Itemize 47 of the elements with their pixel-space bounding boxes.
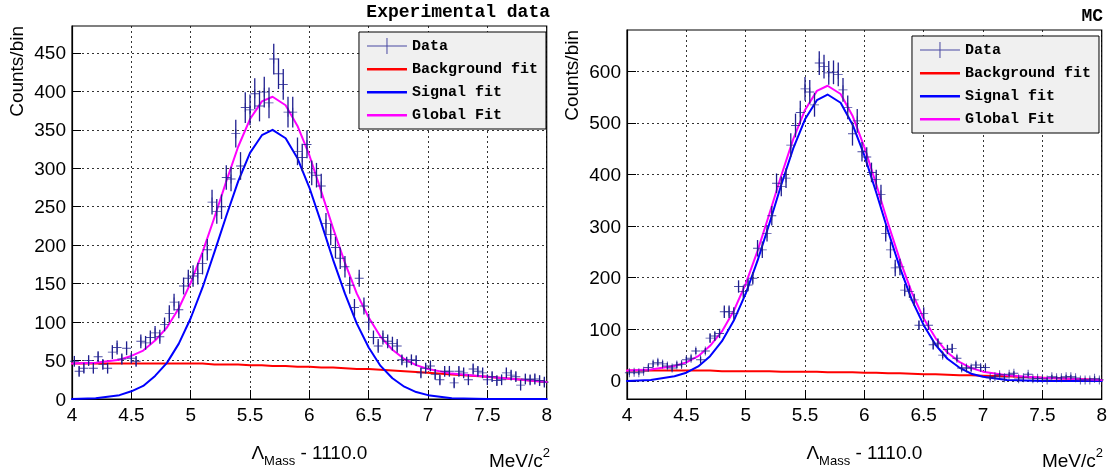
x-tick-label: 6.5 — [355, 404, 382, 425]
chart-title: Experimental data — [366, 2, 551, 22]
legend-label: Background fit — [411, 60, 539, 78]
x-tick-label: 6 — [859, 404, 870, 425]
y-tick-label: 400 — [34, 80, 66, 102]
legend-label: Background fit — [964, 64, 1092, 82]
y-tick-label: 600 — [589, 60, 621, 82]
x-tick-label: 4 — [66, 404, 78, 425]
y-tick-label: 0 — [610, 370, 621, 392]
y-tick-label: 100 — [589, 318, 621, 340]
legend-label: Signal fit — [964, 87, 1055, 105]
x-tick-label: 7 — [422, 404, 434, 425]
y-tick-label: 450 — [34, 42, 66, 64]
x-tick-label: 5.5 — [236, 404, 264, 425]
y-axis-title: Counts/bin — [5, 26, 27, 117]
y-tick-label: 250 — [34, 196, 66, 218]
x-tick-label: 5 — [740, 404, 751, 425]
x-tick-label: 5.5 — [791, 404, 819, 425]
y-tick-label: 300 — [589, 215, 621, 237]
x-tick-label: 8 — [1096, 404, 1108, 425]
x-tick-label: 4.5 — [673, 404, 700, 425]
y-tick-label: 200 — [34, 234, 66, 256]
x-tick-label: 6.5 — [910, 404, 937, 425]
y-tick-label: 350 — [34, 119, 66, 141]
x-tick-label: 4 — [621, 404, 633, 425]
x-tick-label: 4.5 — [118, 404, 145, 425]
y-tick-label: 400 — [589, 164, 621, 185]
legend-label: Signal fit — [411, 83, 502, 101]
y-tick-label: 150 — [34, 273, 66, 295]
y-axis-title: Counts/bin — [560, 30, 582, 121]
x-tick-label: 6 — [304, 404, 315, 425]
legend-label: Data — [964, 41, 1001, 59]
y-tick-label: 500 — [589, 112, 621, 134]
y-tick-label: 0 — [55, 388, 66, 410]
legend-label: Global Fit — [411, 106, 502, 124]
legend-label: Data — [411, 37, 448, 55]
x-tick-label: 7.5 — [474, 404, 501, 425]
x-tick-label: 8 — [541, 404, 553, 425]
y-tick-label: 200 — [589, 267, 621, 289]
chart-title: MC — [1081, 6, 1104, 26]
y-tick-label: 50 — [44, 350, 66, 372]
y-tick-label: 300 — [34, 157, 66, 179]
x-tick-label: 5 — [185, 404, 196, 425]
y-tick-label: 100 — [34, 311, 66, 333]
x-tick-label: 7.5 — [1029, 404, 1056, 425]
x-tick-label: 7 — [977, 404, 989, 425]
legend-label: Global Fit — [964, 110, 1055, 128]
